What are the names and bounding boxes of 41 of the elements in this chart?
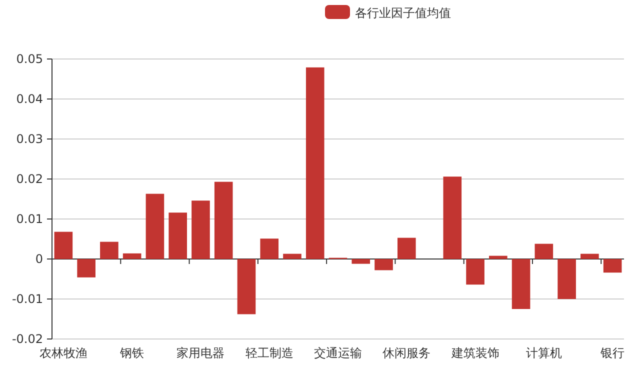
y-tick-label: -0.01 xyxy=(12,292,43,306)
bar xyxy=(603,259,622,273)
bar xyxy=(283,254,302,259)
bar xyxy=(580,254,599,259)
bar xyxy=(443,176,462,259)
x-tick-label: 农林牧渔 xyxy=(39,346,88,360)
x-tick-label: 交通运输 xyxy=(314,346,362,360)
y-tick-label: 0.01 xyxy=(16,212,43,226)
bar xyxy=(306,67,324,259)
bar xyxy=(534,244,554,259)
y-tick-label: 0.04 xyxy=(16,92,43,106)
bar xyxy=(374,259,393,270)
legend-label: 各行业因子值均值 xyxy=(355,6,451,20)
bar xyxy=(214,182,233,259)
bar xyxy=(237,259,256,314)
x-tick-label: 休闲服务 xyxy=(382,346,431,360)
bar xyxy=(122,253,142,259)
bar xyxy=(397,238,416,259)
x-tick-label: 家用电器 xyxy=(176,346,225,360)
x-tick-label: 银行 xyxy=(600,346,625,360)
y-tick-label: 0 xyxy=(35,252,43,266)
y-tick-label: 0.03 xyxy=(16,132,43,146)
bar xyxy=(512,259,530,309)
y-tick-label: 0.05 xyxy=(16,52,43,66)
bar xyxy=(489,256,508,259)
bar xyxy=(54,232,73,259)
bar xyxy=(77,259,96,278)
x-tick-label: 钢铁 xyxy=(119,346,144,360)
x-tick-label: 计算机 xyxy=(526,346,562,360)
bar xyxy=(146,194,164,259)
y-tick-label: 0.02 xyxy=(16,172,43,186)
y-tick-label: -0.02 xyxy=(12,332,43,346)
x-tick-label: 轻工制造 xyxy=(245,346,294,360)
bar xyxy=(192,200,210,259)
bar xyxy=(352,259,370,264)
bar xyxy=(260,238,279,259)
bar xyxy=(100,242,118,259)
bar xyxy=(558,259,576,299)
x-tick-label: 建筑装饰 xyxy=(450,346,500,360)
bar xyxy=(168,212,187,259)
bar xyxy=(466,259,484,285)
